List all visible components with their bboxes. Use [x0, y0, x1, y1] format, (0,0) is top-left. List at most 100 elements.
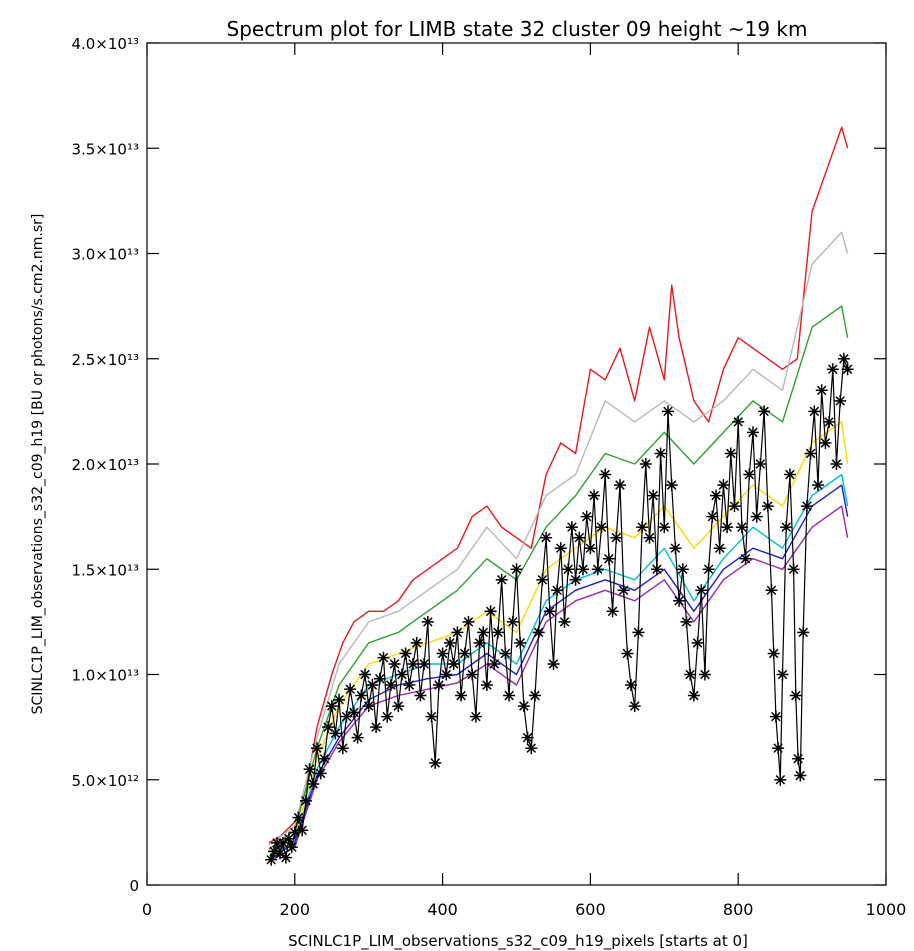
- observation-marker: [776, 668, 789, 681]
- observation-marker: [499, 647, 512, 660]
- observation-marker: [754, 458, 767, 470]
- observation-marker: [804, 447, 817, 460]
- observation-marker: [780, 521, 793, 534]
- observation-marker: [591, 563, 604, 576]
- observation-marker: [373, 672, 386, 685]
- observation-marker: [783, 468, 796, 481]
- y-tick-label: 1.0×10¹³: [71, 667, 139, 685]
- observation-marker: [698, 668, 711, 681]
- observation-marker: [540, 531, 553, 544]
- observation-marker: [525, 742, 538, 755]
- observation-marker: [732, 415, 745, 428]
- observation-marker: [455, 689, 468, 702]
- observation-marker: [362, 700, 375, 713]
- observation-marker: [418, 658, 431, 670]
- observation-marker: [329, 727, 342, 740]
- observation-marker: [288, 826, 301, 839]
- x-tick-label: 200: [280, 900, 311, 919]
- observation-marker: [767, 647, 780, 660]
- observation-marker: [399, 647, 412, 660]
- series-line-1: [268, 231, 849, 846]
- observation-marker: [658, 521, 671, 534]
- observation-marker: [710, 489, 722, 502]
- observation-marker: [747, 426, 759, 439]
- observation-marker: [588, 489, 601, 502]
- observation-marker: [410, 636, 423, 649]
- observation-marker: [599, 468, 612, 481]
- observation-marker: [388, 658, 401, 670]
- observation-marker: [826, 363, 839, 376]
- observation-marker: [311, 742, 323, 755]
- observation-marker: [636, 521, 649, 534]
- y-tick-label: 0: [129, 877, 139, 895]
- observation-marker: [333, 693, 346, 706]
- observation-marker: [695, 584, 708, 597]
- observation-marker: [565, 521, 578, 534]
- x-tick-label: 1000: [866, 900, 907, 919]
- observation-marker: [514, 636, 527, 649]
- observation-marker: [577, 563, 589, 576]
- observation-marker: [551, 584, 564, 597]
- observation-marker: [325, 700, 338, 713]
- observation-marker: [794, 769, 807, 782]
- observation-marker: [366, 679, 379, 691]
- observation-marker: [669, 542, 682, 555]
- y-tick-label: 2.5×10¹³: [71, 351, 139, 369]
- observation-marker: [632, 626, 645, 639]
- observation-marker: [265, 853, 278, 866]
- observation-marker: [355, 689, 368, 702]
- y-tick-label: 3.0×10¹³: [71, 246, 139, 264]
- observation-marker: [296, 824, 309, 837]
- observation-marker: [792, 752, 805, 765]
- observation-marker: [621, 647, 634, 660]
- y-tick-label: 4.0×10¹³: [71, 35, 139, 53]
- observation-marker: [837, 352, 850, 365]
- observation-marker: [625, 679, 637, 691]
- observation-marker: [381, 710, 394, 723]
- observation-marker: [436, 647, 449, 660]
- observation-marker: [344, 683, 357, 696]
- observation-marker: [761, 500, 774, 513]
- observation-marker: [691, 636, 704, 649]
- observation-marker: [285, 841, 298, 854]
- observation-marker: [808, 405, 821, 418]
- observation-marker: [680, 615, 693, 628]
- observation-marker: [347, 706, 360, 719]
- observation-marker: [617, 584, 630, 597]
- observation-marker: [340, 710, 353, 723]
- observation-marker: [488, 658, 501, 670]
- observation-marker: [477, 626, 490, 639]
- observation-marker: [713, 542, 726, 555]
- observation-marker: [654, 447, 667, 460]
- observation-marker: [706, 510, 719, 523]
- observation-marker: [377, 651, 390, 664]
- observation-marker: [580, 510, 593, 523]
- observation-marker: [392, 700, 405, 713]
- observation-marker: [606, 605, 619, 618]
- observation-marker: [562, 563, 575, 576]
- observation-marker: [647, 489, 660, 502]
- observation-marker: [662, 405, 674, 418]
- observation-marker: [521, 731, 534, 744]
- observation-marker: [724, 447, 737, 460]
- observation-marker: [772, 742, 785, 755]
- observation-marker: [351, 731, 364, 744]
- observation-marker: [384, 679, 397, 691]
- observation-marker: [425, 710, 438, 723]
- observation-marker: [573, 531, 586, 544]
- observation-marker: [403, 679, 416, 691]
- observation-marker: [432, 679, 445, 691]
- observation-marker: [451, 626, 464, 639]
- observation-marker: [543, 605, 556, 618]
- observation-marker: [396, 668, 408, 681]
- observation-marker: [314, 767, 327, 780]
- observation-marker: [336, 742, 349, 755]
- observation-marker: [473, 636, 486, 649]
- x-axis-label: SCINLC1P_LIM_observations_s32_c09_h19_pi…: [288, 932, 748, 951]
- x-tick-label: 800: [723, 900, 754, 919]
- observation-marker: [758, 405, 771, 418]
- observation-marker: [274, 847, 286, 860]
- observation-marker: [728, 500, 741, 513]
